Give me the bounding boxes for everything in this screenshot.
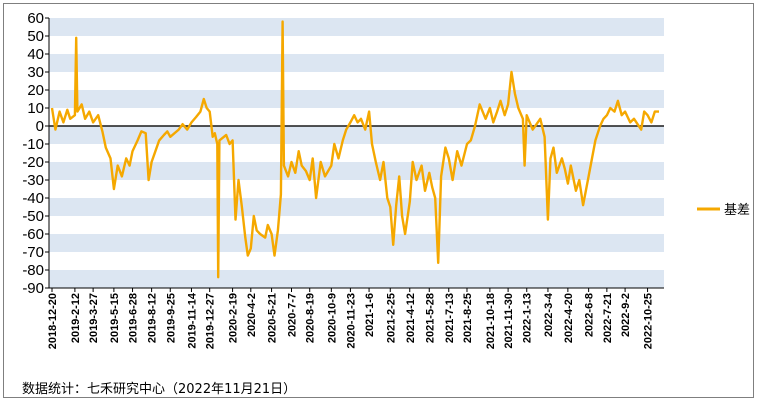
x-tick-label: 2020-5-21 <box>267 293 279 343</box>
x-tick-label: 2020-4-2 <box>246 293 258 337</box>
x-tick-label: 2022-1-13 <box>522 293 534 343</box>
y-tick-label: -40 <box>22 190 44 207</box>
series-layer <box>50 20 659 279</box>
x-tick-label: 2021-8-25 <box>462 293 474 343</box>
y-tick-label: -80 <box>22 262 44 279</box>
y-tick-label: 10 <box>27 100 44 117</box>
x-tick-label: 2021-1-6 <box>364 293 376 337</box>
x-tick-label: 2020-10-9 <box>326 293 338 343</box>
grid-band <box>49 162 664 180</box>
x-tick-label: 2022-3-4 <box>543 292 555 337</box>
x-tick-label: 2022-6-8 <box>584 293 596 337</box>
x-tick-label: 2021-10-18 <box>485 293 497 349</box>
grid-band <box>49 180 664 198</box>
source-note: 数据统计：七禾研究中心（2022年11月21日） <box>22 382 297 397</box>
x-tick-label: 2020-2-19 <box>228 293 240 343</box>
x-axis: 2018-12-20 2019-2-12 2019-3-27 2019-5-15 201… <box>47 287 664 349</box>
x-tick-label: 2019-3-27 <box>88 293 100 343</box>
y-tick-label: 30 <box>27 64 44 81</box>
x-tick-label: 2021-7-13 <box>444 293 456 343</box>
x-tick-label: 2021-11-30 <box>503 293 515 349</box>
grid-bands <box>49 18 664 288</box>
y-tick-label: -90 <box>22 280 44 297</box>
x-tick-label: 2019-9-25 <box>165 293 177 343</box>
grid-band <box>49 234 664 252</box>
grid-band <box>49 72 664 90</box>
x-tick-label: 2021-4-12 <box>405 293 417 343</box>
grid-band <box>49 252 664 270</box>
x-tick-label: 2019-5-15 <box>109 293 121 343</box>
x-tick-label: 2021-2-25 <box>385 293 397 343</box>
x-tick-label: 2019-8-12 <box>147 293 159 343</box>
y-tick-label: -10 <box>22 136 44 153</box>
basis-line-chart: 6050403020100-10-20-30-40-50-60-70-80-90… <box>22 10 750 349</box>
grid-band <box>49 198 664 216</box>
y-tick-label: -70 <box>22 244 44 261</box>
x-tick-label: 2020-7-7 <box>286 293 298 337</box>
y-tick-label: -60 <box>22 226 44 243</box>
grid-band <box>49 90 664 108</box>
y-tick-label: 40 <box>27 46 44 63</box>
x-tick-label: 2020-11-23 <box>345 293 357 349</box>
y-tick-label: 50 <box>27 28 44 45</box>
y-tick-label: 0 <box>36 118 44 135</box>
grid-band <box>49 216 664 234</box>
y-tick-label: -20 <box>22 154 44 171</box>
grid-band <box>49 126 664 144</box>
grid-band <box>49 270 664 288</box>
x-tick-label: 2019-12-27 <box>205 293 217 349</box>
y-tick-label: 20 <box>27 82 44 99</box>
x-tick-label: 2020-8-19 <box>305 293 317 343</box>
legend-label: 基差 <box>724 203 750 218</box>
x-tick-label: 2019-11-14 <box>186 292 198 349</box>
grid-band <box>49 36 664 54</box>
x-tick-label: 2019-6-28 <box>128 293 140 343</box>
series-line-basis <box>50 20 659 279</box>
grid-band <box>49 144 664 162</box>
grid-band <box>49 108 664 126</box>
chart-frame: 60 50 40 30 20 10 0 -10 -20 -30 -40 -50 -60 -70 -80 -90… <box>3 3 754 398</box>
grid-band <box>49 18 664 36</box>
x-tick-label: 2019-2-12 <box>70 293 82 343</box>
x-tick-label: 2022-7-21 <box>602 293 614 343</box>
x-tick-label: 2022-9-2 <box>620 293 632 337</box>
grid-band <box>49 54 664 72</box>
y-tick-label: -50 <box>22 208 44 225</box>
legend: 基差 <box>697 203 750 218</box>
x-tick-label: 2022-10-25 <box>643 293 655 349</box>
x-tick-label: 2022-4-20 <box>563 293 575 343</box>
x-tick-label: 2018-12-20 <box>47 293 59 349</box>
y-tick-label: 60 <box>27 10 44 27</box>
y-tick-label: -30 <box>22 172 44 189</box>
x-tick-label: 2021-5-28 <box>424 293 436 343</box>
